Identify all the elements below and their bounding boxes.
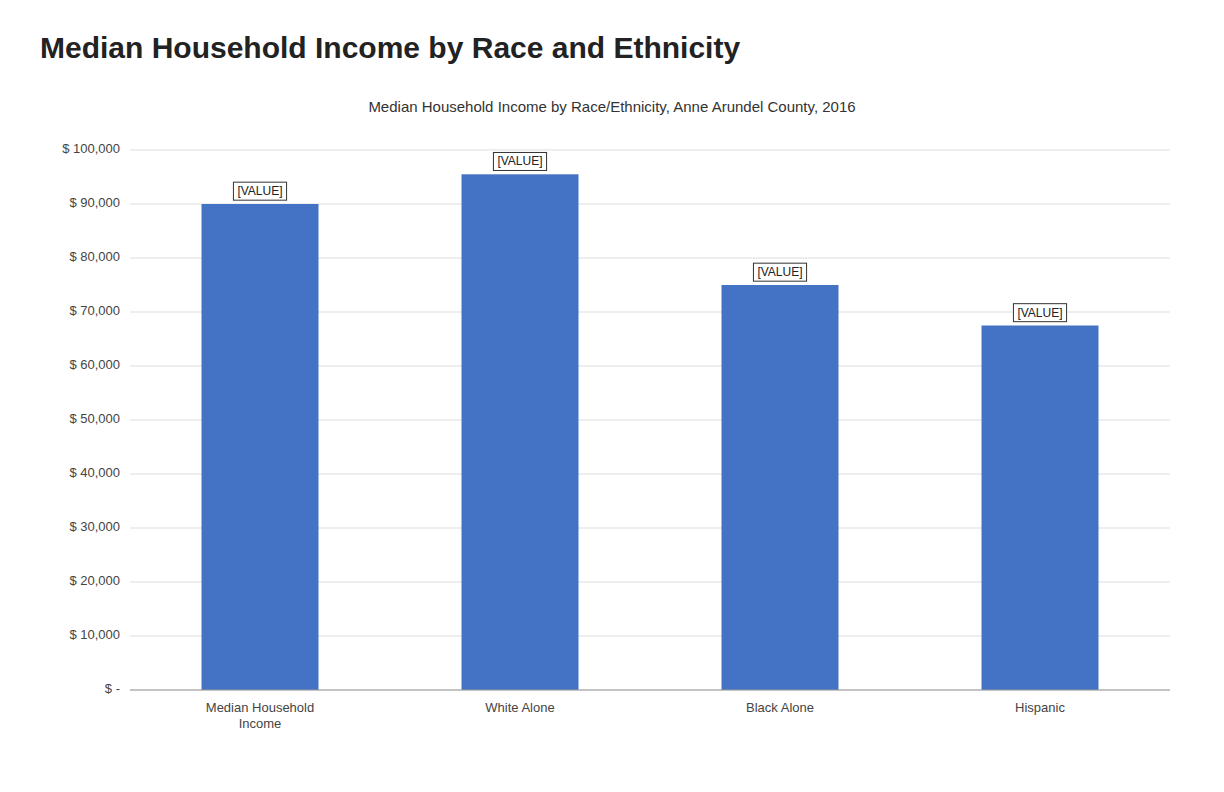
data-label: [VALUE] <box>237 184 282 198</box>
data-label-box <box>753 263 806 281</box>
y-tick-label: $ 90,000 <box>69 195 120 210</box>
subtitle: Median Household Income by Race/Ethnicit… <box>368 98 855 115</box>
bar <box>462 174 579 690</box>
y-tick-label: $ - <box>105 681 120 696</box>
y-axis: $ - $ 10,000 $ 20,000 $ 30,000 $ 40,000 $ 50,… <box>62 141 1170 696</box>
data-label: [VALUE] <box>757 265 802 279</box>
data-label-box <box>1013 304 1066 322</box>
grid-line <box>130 150 1170 151</box>
x-tick-label: White Alone <box>485 700 554 715</box>
background <box>0 0 1224 792</box>
data-label-box <box>233 182 286 200</box>
bars <box>202 174 1099 690</box>
data-labels: [VALUE] [VALUE] [VALUE] [VALUE] <box>233 152 1066 321</box>
y-tick-label: $ 50,000 <box>69 411 120 426</box>
x-tick-label: Median HouseholdIncome <box>206 700 314 731</box>
y-tick-label: $ 100,000 <box>62 141 120 156</box>
x-tick-label-line: Median Household <box>206 700 314 715</box>
y-tick-label: $ 80,000 <box>69 249 120 264</box>
x-tick-label-line: Hispanic <box>1015 700 1065 715</box>
grid-line <box>130 690 1170 691</box>
bar <box>722 285 839 690</box>
x-axis: Median HouseholdIncome White Alone Black A… <box>206 700 1066 731</box>
y-tick-label: $ 30,000 <box>69 519 120 534</box>
chart-svg: Median Household Income by Race and Ethn… <box>0 0 1224 792</box>
x-tick-label: Hispanic <box>1015 700 1065 715</box>
x-tick-label-line: White Alone <box>485 700 554 715</box>
y-tick-label: $ 10,000 <box>69 627 120 642</box>
y-tick-label: $ 40,000 <box>69 465 120 480</box>
bar <box>982 326 1099 691</box>
x-tick-label-line: Black Alone <box>746 700 814 715</box>
y-tick-label: $ 70,000 <box>69 303 120 318</box>
data-label: [VALUE] <box>1017 306 1062 320</box>
chart-container: Median Household Income by Race and Ethn… <box>0 0 1224 792</box>
title: Median Household Income by Race and Ethn… <box>40 31 740 64</box>
y-tick-label: $ 20,000 <box>69 573 120 588</box>
x-tick-label: Black Alone <box>746 700 814 715</box>
data-label: [VALUE] <box>497 154 542 168</box>
bar <box>202 204 319 690</box>
x-axis-line <box>130 690 1170 691</box>
data-label-box <box>493 152 546 170</box>
x-tick-label-line: Income <box>239 716 282 731</box>
y-tick-label: $ 60,000 <box>69 357 120 372</box>
